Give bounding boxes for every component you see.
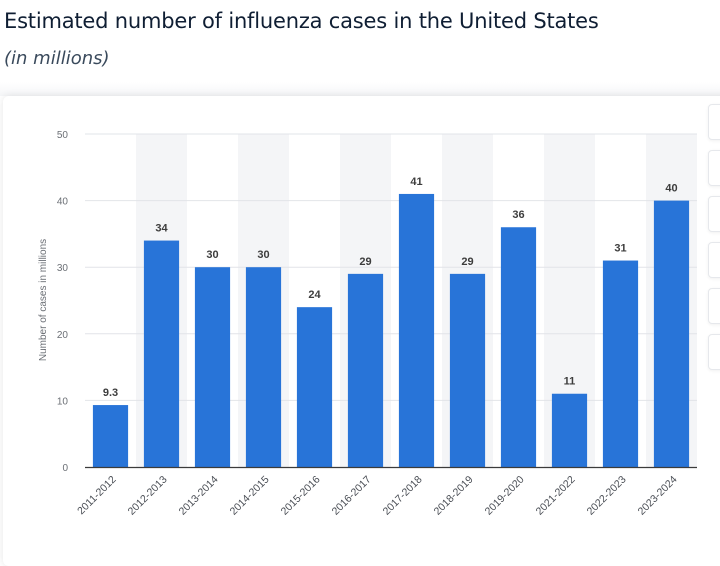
x-tick-label: 2022-2023 [585,474,629,518]
bar[interactable] [398,193,435,467]
toolbar-button-4[interactable] [708,242,720,278]
bar[interactable] [500,227,537,467]
value-label: 9.3 [103,387,118,399]
y-tick-label: 20 [57,330,69,341]
bar[interactable] [449,273,486,467]
value-label: 11 [564,376,576,388]
bar[interactable] [245,267,282,467]
bar[interactable] [653,200,690,467]
y-tick-label: 40 [57,197,69,208]
y-tick-label: 50 [57,130,69,141]
x-tick-label: 2014-2015 [228,474,272,518]
value-label: 40 [665,183,677,195]
x-tick-label: 2015-2016 [279,474,323,518]
x-tick-label: 2016-2017 [330,474,374,518]
value-label: 31 [614,243,626,255]
y-axis-ticks: 0 10 20 30 40 50 [57,130,69,474]
x-tick-label: 2013-2014 [177,474,221,518]
x-tick-label: 2012-2013 [126,474,170,518]
toolbar-button-3[interactable] [708,196,720,232]
page-title: Estimated number of influenza cases in t… [4,9,599,33]
bar[interactable] [347,273,384,467]
bar[interactable] [143,240,180,467]
page-subtitle: (in millions) [4,48,110,69]
value-label: 36 [512,209,524,221]
x-tick-label: 2018-2019 [432,474,476,518]
bar[interactable] [296,307,333,467]
x-tick-label: 2021-2022 [534,474,578,518]
y-tick-label: 30 [57,263,69,274]
y-tick-label: 0 [62,463,68,474]
bar[interactable] [602,260,639,467]
x-tick-label: 2019-2020 [483,474,527,518]
y-axis-label: Number of cases in millions [38,239,49,361]
x-tick-label: 2011-2012 [75,474,119,518]
bars [92,193,690,467]
header-shadow [0,82,720,96]
value-label: 34 [155,223,168,235]
side-toolbar [708,104,720,380]
toolbar-button-2[interactable] [708,150,720,186]
value-label: 29 [461,256,473,268]
bar[interactable] [92,405,129,467]
gridlines [85,133,697,401]
value-label: 24 [308,289,321,301]
toolbar-button-5[interactable] [708,288,720,324]
value-label: 30 [206,249,218,261]
toolbar-button-6[interactable] [708,334,720,370]
value-label: 29 [359,256,371,268]
value-label: 41 [410,176,422,188]
y-tick-label: 10 [57,396,69,407]
x-tick-label: 2023-2024 [636,474,680,518]
x-tick-label: 2017-2018 [381,474,425,518]
x-axis-ticks: 2011-2012 2012-2013 2013-2014 2014-2015 2015… [75,474,680,518]
value-labels: 9.3 34 30 30 24 29 41 29 36 11 31 40 [103,176,678,399]
toolbar-button-1[interactable] [708,104,720,140]
bar[interactable] [194,267,231,467]
bar[interactable] [551,393,588,467]
value-label: 30 [257,249,269,261]
